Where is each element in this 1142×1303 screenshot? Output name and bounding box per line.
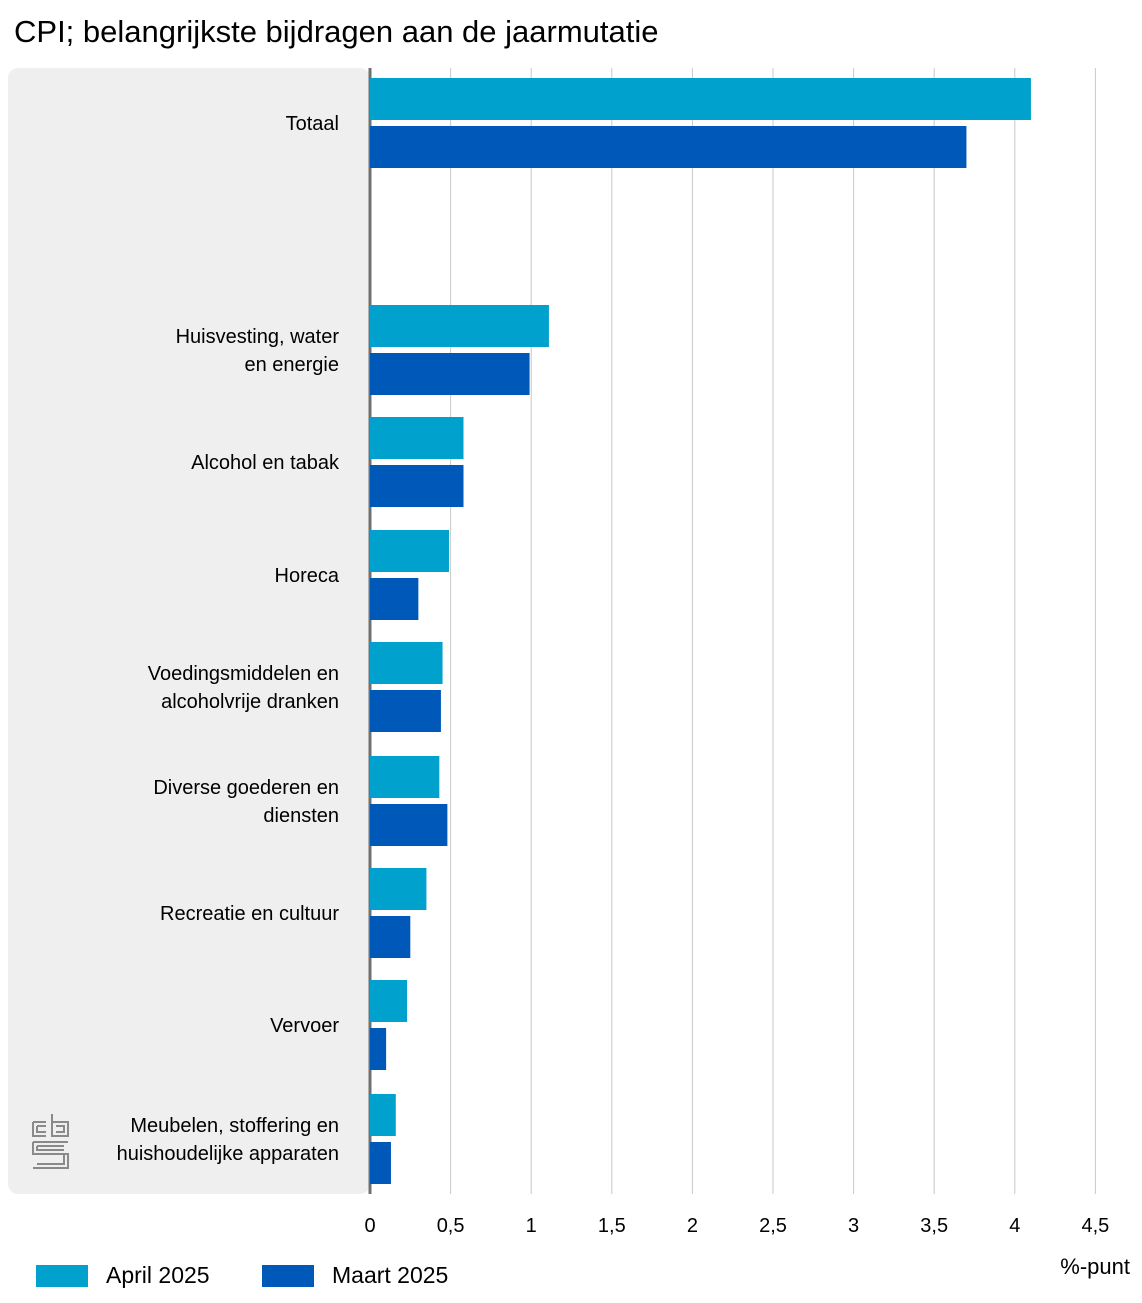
category-label: en energie	[244, 354, 339, 376]
x-tick-label: 2	[687, 1215, 698, 1237]
legend-swatch-maart	[262, 1264, 314, 1287]
category-label: huishoudelijke apparaten	[117, 1143, 339, 1165]
category-label: Horeca	[275, 565, 340, 587]
category-label: Recreatie en cultuur	[160, 903, 339, 925]
bar-april-2	[370, 417, 464, 459]
cbs-logo-stroke	[51, 1114, 69, 1137]
bar-maart-5	[370, 804, 448, 846]
cbs-logo-stroke	[32, 1141, 69, 1169]
x-tick-label: 2,5	[759, 1215, 787, 1237]
bar-april-8	[370, 1094, 396, 1136]
x-tick-label: 4,5	[1081, 1215, 1109, 1237]
bar-maart-7	[370, 1028, 387, 1070]
bar-maart-0	[370, 126, 967, 168]
legend-item-maart: Maart 2025	[262, 1262, 448, 1289]
x-tick-label: 1	[526, 1215, 537, 1237]
bar-april-0	[370, 78, 1031, 120]
legend-item-april: April 2025	[36, 1262, 210, 1289]
bar-maart-6	[370, 916, 411, 958]
category-label: Alcohol en tabak	[191, 452, 340, 474]
bar-maart-1	[370, 353, 530, 395]
bar-april-4	[370, 642, 443, 684]
bar-maart-8	[370, 1142, 391, 1184]
category-label: Voedingsmiddelen en	[148, 663, 339, 685]
cbs-logo-stroke	[32, 1121, 46, 1137]
bar-maart-4	[370, 690, 441, 732]
bar-april-7	[370, 980, 408, 1022]
category-label: Diverse goederen en	[153, 777, 339, 799]
x-tick-label: 3	[848, 1215, 859, 1237]
bar-april-1	[370, 305, 549, 347]
bar-april-6	[370, 868, 427, 910]
legend-swatch-april	[36, 1264, 88, 1287]
cbs-logo	[32, 1114, 69, 1169]
x-axis-unit-label: %-punt	[1060, 1254, 1130, 1279]
legend-label-maart: Maart 2025	[332, 1262, 449, 1288]
bar-maart-2	[370, 465, 464, 507]
label-panel-background	[8, 68, 370, 1194]
chart-title: CPI; belangrijkste bijdragen aan de jaar…	[14, 14, 659, 49]
bar-april-5	[370, 756, 440, 798]
x-tick-label: 3,5	[920, 1215, 948, 1237]
x-tick-label: 4	[1009, 1215, 1020, 1237]
category-label: Totaal	[286, 113, 339, 135]
bar-april-3	[370, 530, 449, 572]
legend-label-april: April 2025	[106, 1262, 210, 1288]
category-label: diensten	[263, 805, 339, 827]
x-tick-label: 0,5	[437, 1215, 465, 1237]
category-label: Huisvesting, water	[176, 326, 340, 348]
category-label: alcoholvrije dranken	[161, 691, 339, 713]
bar-maart-3	[370, 578, 419, 620]
category-label: Meubelen, stoffering en	[130, 1115, 339, 1137]
x-tick-label: 1,5	[598, 1215, 626, 1237]
x-tick-label: 0	[364, 1215, 375, 1237]
category-label: Vervoer	[270, 1015, 339, 1037]
